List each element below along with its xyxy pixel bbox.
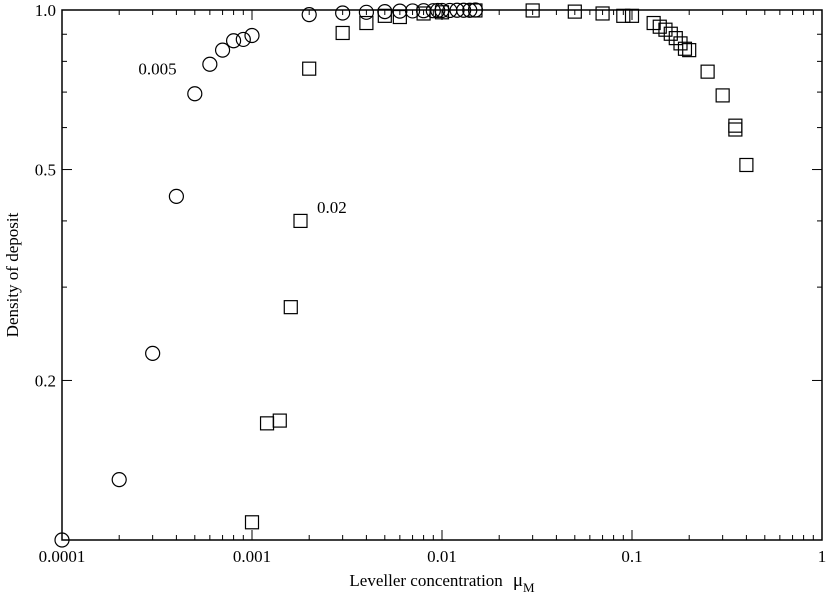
- data-point-circle: [168, 188, 184, 204]
- axis-ticks: [61, 9, 822, 541]
- x-axis-label-subscript: M: [523, 580, 535, 595]
- data-point-circle: [301, 7, 317, 23]
- annotations: 0.005 0.02: [138, 60, 346, 217]
- x-tick-label: 1: [818, 547, 827, 566]
- data-point-square: [283, 300, 298, 315]
- data-point-circle: [214, 42, 231, 58]
- data-point-square: [392, 9, 407, 25]
- data-point-circle: [202, 56, 218, 72]
- data-point-circle: [235, 31, 251, 48]
- plot-frame: [61, 9, 823, 541]
- axis-tick-labels: 0.0001 0.001 0.01 0.1 1 0.2 0.5 1.0: [35, 1, 827, 566]
- data-point-circle: [145, 345, 161, 361]
- x-axis-label-text: Leveller concentration: [349, 571, 503, 590]
- data-point-square: [259, 416, 275, 431]
- data-point-circle: [225, 33, 242, 49]
- x-axis-label-symbol: μ: [513, 570, 523, 591]
- data-point-circle: [449, 2, 465, 18]
- data-point-square: [739, 157, 754, 173]
- data-point-square: [416, 6, 431, 21]
- data-point-square: [567, 4, 582, 19]
- data-point-square: [359, 15, 374, 31]
- data-point-square: [668, 31, 683, 46]
- data-point-square: [335, 25, 350, 41]
- x-axis-label: Leveller concentration μM: [349, 570, 535, 595]
- data-point-square: [595, 6, 610, 21]
- data-point-square: [677, 41, 693, 56]
- data-point-circle: [430, 2, 446, 19]
- x-tick-label: 0.001: [233, 547, 271, 566]
- y-tick-label: 0.5: [35, 161, 56, 180]
- data-point-square: [658, 22, 673, 37]
- annotation-label: 0.02: [317, 198, 347, 217]
- data-point-circle: [425, 3, 441, 19]
- data-point-circle: [111, 472, 127, 488]
- y-axis-label: Density of deposit: [3, 212, 22, 337]
- data-point-square: [293, 213, 308, 229]
- data-point-square: [468, 3, 483, 18]
- data-point-square: [377, 8, 392, 23]
- data-point-square: [715, 88, 730, 103]
- data-point-square: [302, 61, 317, 76]
- data-point-square: [624, 8, 640, 23]
- annotation-label: 0.005: [138, 60, 176, 79]
- y-tick-label: 1.0: [35, 1, 56, 20]
- data-point-square: [244, 515, 260, 530]
- data-point-square: [525, 3, 540, 18]
- data-point-square: [682, 43, 697, 58]
- data-point-circle: [358, 4, 374, 20]
- data-point-circle: [187, 86, 203, 102]
- data-point-square: [616, 8, 631, 23]
- data-point-square: [663, 26, 678, 41]
- data-point-square: [272, 413, 287, 428]
- data-point-square: [434, 5, 450, 20]
- data-marks: [54, 2, 754, 548]
- data-point-square: [700, 64, 715, 79]
- data-point-circle: [335, 5, 351, 21]
- data-point-circle: [456, 2, 472, 18]
- data-point-square: [728, 118, 743, 133]
- data-point-circle: [244, 27, 260, 44]
- x-tick-label: 0.01: [427, 547, 457, 566]
- x-tick-label: 0.0001: [39, 547, 86, 566]
- x-tick-label: 0.1: [621, 547, 642, 566]
- y-tick-label: 0.2: [35, 371, 56, 390]
- data-point-circle: [54, 532, 70, 548]
- data-point-square: [728, 122, 743, 137]
